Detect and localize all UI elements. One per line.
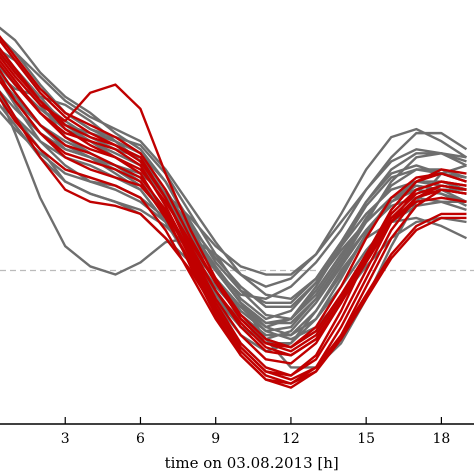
x-tick-label: 9: [211, 431, 220, 447]
series-line-red-27: [0, 79, 467, 357]
series-line-gray-18: [0, 49, 467, 321]
x-tick-label: 18: [432, 431, 450, 447]
x-tick-label: 6: [136, 431, 145, 447]
series-line-red-30: [0, 51, 467, 357]
x-ticks: 3 6 9 12 15 18: [61, 417, 450, 447]
series-line-gray-6: [0, 26, 467, 304]
series-line-gray-14: [0, 54, 467, 276]
x-tick-label: 3: [61, 431, 70, 447]
series-line-red-31: [0, 97, 467, 385]
series-line-gray-12: [0, 93, 468, 288]
series-line-gray-17: [0, 103, 467, 341]
series-group: [0, 26, 468, 389]
x-tick-label: 15: [357, 431, 375, 447]
series-line-red-32: [0, 34, 467, 349]
x-axis-label: time on 03.08.2013 [h]: [165, 454, 339, 472]
series-line-gray-7: [0, 74, 468, 300]
series-line-red-29: [0, 68, 467, 377]
x-tick-label: 12: [282, 431, 300, 447]
series-line-gray-19: [0, 38, 467, 300]
